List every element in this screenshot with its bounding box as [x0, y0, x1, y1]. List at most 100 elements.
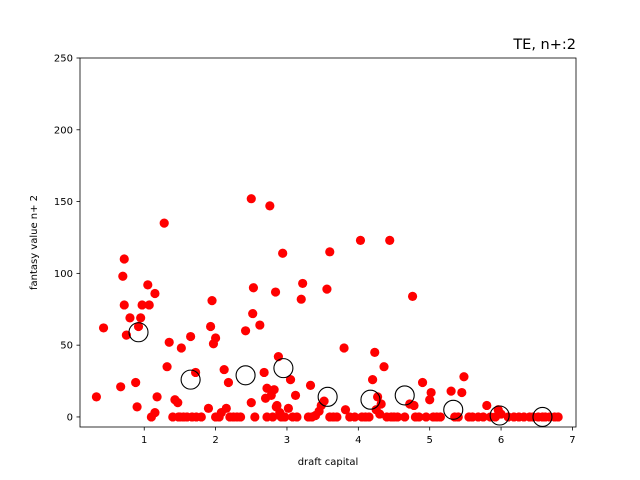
data-point	[379, 362, 389, 372]
data-point	[446, 386, 456, 396]
data-point	[409, 400, 419, 411]
data-point	[152, 392, 162, 402]
data-point	[407, 291, 418, 301]
mean-marker	[128, 322, 149, 343]
data-point	[255, 320, 265, 330]
x-tick-label: 2	[212, 435, 218, 446]
data-point	[319, 396, 329, 406]
data-point	[478, 412, 488, 422]
data-point	[269, 385, 279, 395]
data-point	[414, 412, 424, 422]
data-point	[240, 326, 251, 336]
x-tick-label: 6	[498, 435, 504, 446]
data-point	[259, 367, 269, 378]
data-point	[150, 288, 160, 299]
data-point	[425, 395, 435, 405]
data-point	[223, 377, 234, 388]
x-axis-label: draft capital	[298, 457, 359, 468]
mean-marker	[360, 389, 381, 410]
data-point	[125, 313, 135, 323]
data-point	[355, 235, 366, 245]
data-point	[283, 403, 293, 413]
mean-marker	[317, 386, 338, 407]
data-point	[143, 280, 153, 290]
mean-marker	[489, 405, 510, 426]
x-tick-label: 3	[284, 435, 290, 446]
data-point	[221, 403, 231, 413]
data-point	[459, 372, 469, 382]
data-point	[350, 412, 360, 422]
y-axis-ticks: 0 50 100 150 200 250	[54, 54, 80, 423]
data-point	[265, 201, 275, 211]
y-tick-label: 0	[67, 412, 73, 423]
x-tick-label: 4	[355, 435, 361, 446]
data-point	[482, 400, 492, 411]
data-point	[305, 380, 316, 390]
mean-marker	[180, 369, 201, 390]
data-point	[298, 278, 308, 289]
data-point	[186, 331, 196, 342]
data-point	[392, 412, 403, 422]
data-point	[119, 254, 129, 264]
data-point	[159, 218, 169, 228]
data-point	[457, 387, 467, 398]
x-tick-label: 5	[427, 435, 433, 446]
data-point	[119, 300, 129, 310]
data-point	[296, 294, 306, 304]
data-point	[368, 375, 378, 385]
data-point	[133, 321, 144, 332]
data-point	[206, 321, 216, 332]
y-axis-label: fantasy value n+ 2	[29, 195, 40, 290]
data-point	[118, 271, 128, 281]
mean-marker	[235, 365, 256, 386]
data-point	[91, 392, 102, 402]
x-axis-ticks: 1 2 3 4 5 6 7	[141, 427, 576, 446]
data-point	[280, 412, 290, 422]
data-point	[435, 412, 445, 422]
data-point	[203, 403, 214, 413]
data-point	[339, 343, 349, 353]
data-point	[131, 377, 141, 388]
data-point	[375, 409, 385, 419]
x-tick-label: 1	[141, 435, 147, 446]
y-tick-label: 150	[54, 197, 73, 208]
data-point	[246, 194, 256, 204]
data-point	[496, 409, 506, 419]
data-point	[426, 387, 436, 398]
y-tick-label: 250	[54, 54, 73, 65]
data-point	[400, 412, 410, 422]
data-point	[211, 333, 221, 343]
data-point	[116, 382, 126, 392]
data-point	[207, 296, 217, 306]
chart-title: TE, n+:2	[512, 37, 576, 53]
plot-area-frame	[79, 57, 577, 428]
data-point	[292, 412, 302, 422]
data-point	[268, 412, 278, 422]
data-point	[162, 362, 172, 372]
data-point	[176, 343, 186, 353]
data-point	[246, 397, 256, 408]
data-point	[376, 399, 386, 409]
data-point	[196, 412, 206, 422]
mean-marker	[443, 399, 464, 420]
data-point	[144, 300, 154, 310]
data-point	[137, 300, 147, 310]
x-tick-label: 7	[569, 435, 575, 446]
data-point	[150, 408, 160, 418]
data-point	[262, 383, 272, 393]
data-point	[164, 337, 174, 347]
data-point	[219, 364, 229, 375]
data-point	[553, 412, 563, 422]
data-point	[364, 412, 374, 422]
data-point	[248, 308, 258, 319]
data-point	[235, 412, 246, 422]
data-point	[173, 397, 183, 408]
data-point	[290, 390, 301, 401]
mean-marker	[273, 358, 294, 379]
data-point	[278, 248, 288, 258]
data-point	[285, 375, 296, 385]
mean-marker	[532, 406, 553, 428]
data-point	[322, 284, 332, 294]
data-point	[417, 377, 428, 388]
